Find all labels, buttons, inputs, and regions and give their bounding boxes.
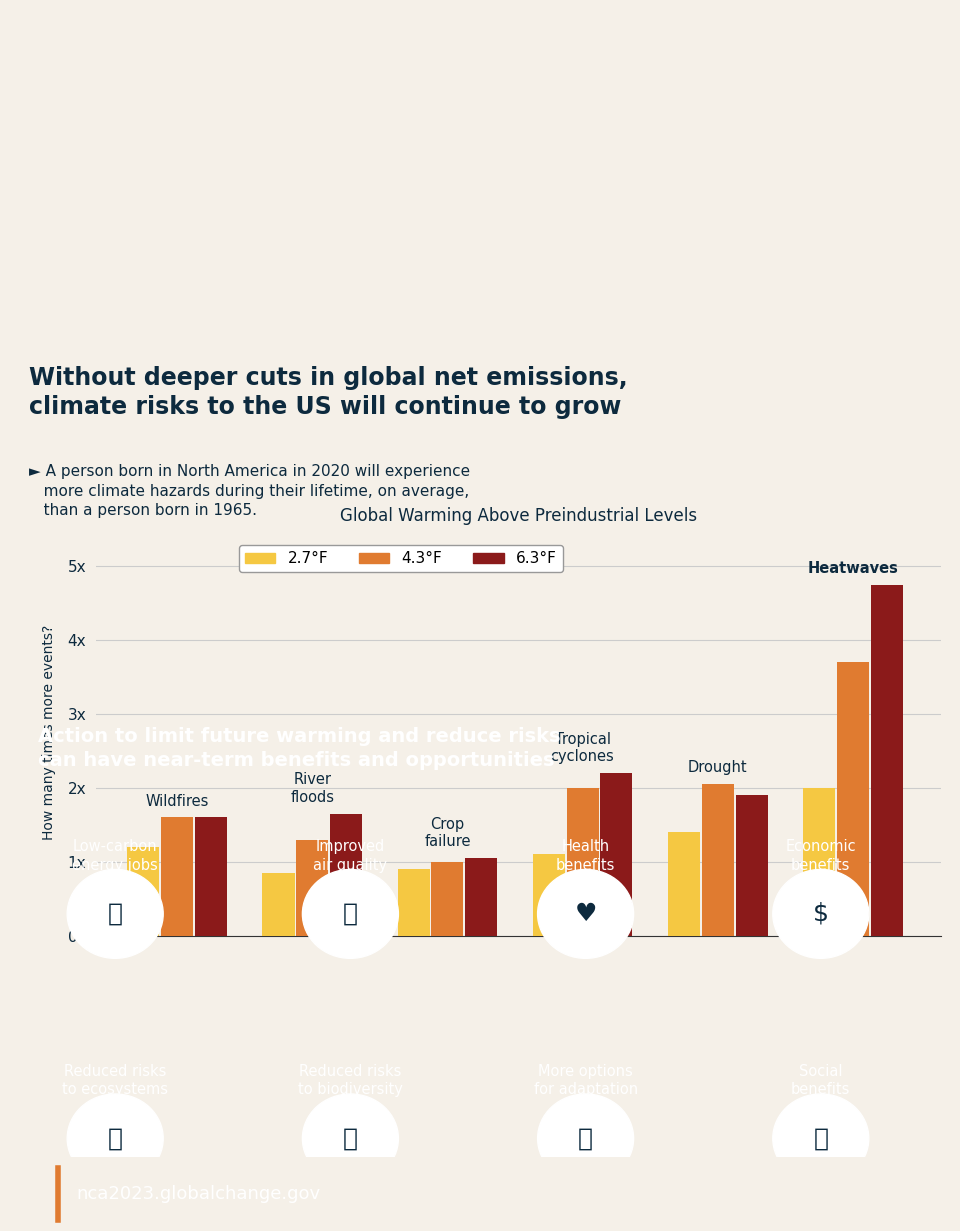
Text: Heatwaves: Heatwaves [807,561,899,576]
Bar [702,784,733,936]
Bar [262,873,295,936]
Text: Drought: Drought [688,761,748,776]
Bar [431,862,464,936]
Bar [837,662,869,936]
Text: Without deeper cuts in global net emissions,
climate risks to the US will contin: Without deeper cuts in global net emissi… [29,366,628,420]
Text: nca2023.globalchange.gov: nca2023.globalchange.gov [77,1185,321,1203]
Text: Action to limit future warming and reduce risks
can have near-term benefits and : Action to limit future warming and reduc… [38,726,561,771]
Ellipse shape [302,1094,398,1183]
Text: Reduced risks
to ecosystems: Reduced risks to ecosystems [62,1064,168,1097]
Text: ► A person born in North America in 2020 will experience
   more climate hazards: ► A person born in North America in 2020… [29,464,470,518]
Text: Low-carbon
energy jobs: Low-carbon energy jobs [72,840,158,873]
Ellipse shape [302,869,398,958]
Y-axis label: How many times more events?: How many times more events? [42,625,57,840]
Legend: 2.7°F, 4.3°F, 6.3°F: 2.7°F, 4.3°F, 6.3°F [239,545,563,572]
Text: 🧩: 🧩 [578,1126,593,1151]
Ellipse shape [67,869,163,958]
Bar [804,788,835,936]
Text: 🌱: 🌱 [108,1126,123,1151]
Bar [735,795,768,936]
Bar [566,788,599,936]
Title: Global Warming Above Preindustrial Levels: Global Warming Above Preindustrial Level… [340,507,697,524]
Text: Tropical
cyclones: Tropical cyclones [551,731,614,764]
Bar [871,585,902,936]
Bar [297,840,328,936]
Ellipse shape [538,1094,634,1183]
Text: Social
benefits: Social benefits [791,1064,851,1097]
Text: Reduced risks
to biodiversity: Reduced risks to biodiversity [298,1064,403,1097]
Bar [397,869,430,936]
Ellipse shape [67,1094,163,1183]
Bar [161,817,193,936]
Text: Health
benefits: Health benefits [556,840,615,873]
Text: River
floods: River floods [290,772,334,805]
Text: Improved
air quality: Improved air quality [313,840,388,873]
Ellipse shape [773,1094,869,1183]
Ellipse shape [773,869,869,958]
Bar [195,817,227,936]
Bar [128,847,159,936]
Text: Wildfires: Wildfires [145,794,208,809]
Text: Economic
benefits: Economic benefits [785,840,856,873]
Bar [600,773,633,936]
Text: 👥: 👥 [813,1126,828,1151]
Bar [466,858,497,936]
Text: ♥: ♥ [574,902,597,926]
Text: More options
for adaptation: More options for adaptation [534,1064,637,1097]
Text: Crop
failure: Crop failure [424,816,470,849]
Ellipse shape [538,869,634,958]
Text: $: $ [813,902,828,926]
Text: 💨: 💨 [343,902,358,926]
Bar [668,832,700,936]
Bar [330,814,362,936]
Text: 🦌: 🦌 [343,1126,358,1151]
Bar [533,854,564,936]
Text: ⛑: ⛑ [108,902,123,926]
